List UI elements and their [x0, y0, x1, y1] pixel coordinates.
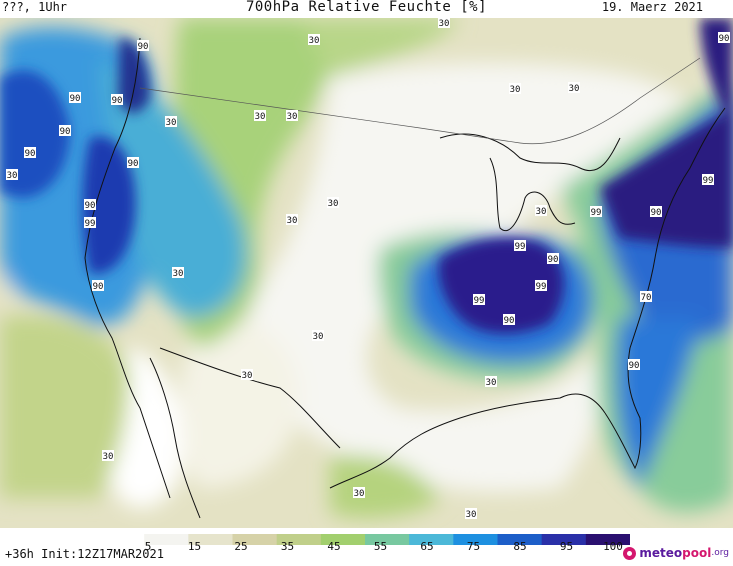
- humidity-map: 90 90 90 30 90 90 90 30 90 99 90 30 30 3…: [0, 18, 733, 528]
- colorbar: [100, 530, 631, 545]
- colorbar-tick-label: 5: [144, 540, 152, 553]
- contour-label: 99: [474, 296, 485, 306]
- meteopool-logo[interactable]: meteo pool .org: [623, 546, 729, 560]
- contour-label: 30: [354, 489, 365, 499]
- contour-label: 30: [439, 19, 450, 29]
- forecast-day-label: ???, 1Uhr: [2, 0, 68, 14]
- forecast-date: 19. Maerz 2021: [601, 0, 703, 14]
- contour-label: 90: [128, 159, 139, 169]
- logo-text-meteo: meteo: [639, 546, 683, 560]
- colorbar-tick-label: 75: [466, 540, 481, 553]
- logo-mark-icon: [623, 546, 637, 560]
- logo-text-pool: pool: [682, 546, 712, 560]
- contour-label: 99: [85, 219, 96, 229]
- contour-label: 90: [504, 316, 515, 326]
- contour-label: 30: [309, 36, 320, 46]
- colorbar-tick-label: 65: [420, 540, 434, 553]
- colorbar-swatch: [585, 534, 631, 545]
- colorbar-swatch: [100, 534, 145, 545]
- colorbar-swatch: [541, 534, 587, 545]
- contour-label: 30: [173, 269, 184, 279]
- coastlines: [84, 37, 726, 519]
- contour-label: 30: [510, 85, 521, 95]
- contour-label: 90: [60, 127, 71, 137]
- contour-label: 90: [651, 208, 662, 218]
- contour-label: 90: [548, 255, 559, 265]
- colorbar-tick-label: 100: [603, 540, 623, 553]
- state-borders: [139, 57, 701, 145]
- contour-label: 99: [536, 282, 547, 292]
- contour-label: 90: [85, 201, 96, 211]
- colorbar-swatch: [409, 534, 454, 545]
- map-footer: 5 15 25 35 45 55 65 75 85 95 100 +36h Init:12Z17MA…: [0, 528, 733, 566]
- contour-label: 30: [313, 332, 324, 342]
- colorbar-swatch: [276, 534, 322, 545]
- colorbar-swatch: [188, 534, 233, 545]
- colorbar-tick-label: 45: [327, 540, 341, 553]
- contour-label: 30: [166, 118, 177, 128]
- colorbar-tick-label: 25: [234, 540, 248, 553]
- contour-label: 30: [536, 207, 547, 217]
- contour-label: 99: [591, 208, 602, 218]
- colorbar-tick-label: 35: [280, 540, 295, 553]
- contour-label: 30: [255, 112, 266, 122]
- colorbar-swatch: [497, 534, 543, 545]
- humidity-field-saturated: [0, 18, 733, 334]
- contour-label: 90: [629, 361, 640, 371]
- contour-label: 30: [242, 371, 253, 381]
- contour-label: 90: [25, 149, 36, 159]
- contour-label: 90: [93, 282, 104, 292]
- colorbar-swatch: [365, 534, 410, 545]
- colorbar-swatch: [232, 534, 278, 545]
- contour-label: 99: [703, 176, 714, 186]
- contour-label: 90: [719, 34, 730, 44]
- contour-label: 30: [486, 378, 497, 388]
- colorbar-swatch: [453, 534, 498, 545]
- contour-label: 30: [287, 216, 298, 226]
- map-title: 700hPa Relative Feuchte [%]: [245, 0, 488, 15]
- contour-label: 90: [138, 42, 149, 52]
- contour-label: 30: [328, 199, 339, 209]
- contour-label: 30: [7, 171, 18, 181]
- contour-label: 90: [70, 94, 81, 104]
- contour-labels: 90 90 90 30 90 90 90 30 90 99 90 30 30 3…: [6, 18, 730, 520]
- colorbar-swatch: [320, 534, 366, 545]
- humidity-map-canvas: 90 90 90 30 90 90 90 30 90 99 90 30 30 3…: [0, 18, 733, 528]
- logo-text-org: .org: [711, 548, 729, 558]
- contour-label: 30: [466, 510, 477, 520]
- contour-label: 90: [112, 96, 123, 106]
- colorbar-tick-label: 15: [187, 540, 202, 553]
- colorbar-strip: [100, 534, 631, 545]
- colorbar-arrow-left: [100, 534, 110, 545]
- colorbar-tick-label: 55: [373, 540, 388, 553]
- colorbar-tick-label: 85: [513, 540, 527, 553]
- model-run-info: +36h Init:12Z17MAR2021: [5, 547, 164, 561]
- contour-label: 70: [641, 293, 652, 303]
- contour-label: 30: [287, 112, 298, 122]
- colorbar-swatch: [144, 534, 189, 545]
- contour-label: 30: [569, 84, 580, 94]
- contour-label: 30: [103, 452, 114, 462]
- contour-label: 99: [515, 242, 526, 252]
- colorbar-tick-label: 95: [559, 540, 574, 553]
